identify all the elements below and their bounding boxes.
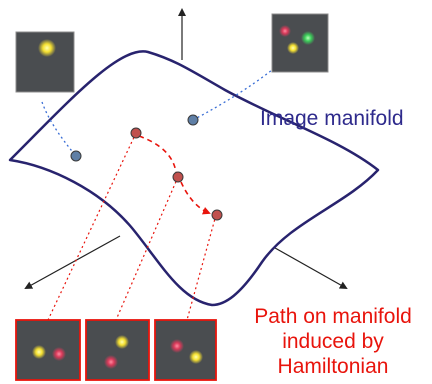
manifold-surface	[8, 50, 380, 307]
hamiltonian-path-arrow	[180, 181, 211, 215]
path-label-line-2: induced by	[282, 330, 384, 353]
red-blob	[52, 347, 66, 361]
red-blob	[104, 355, 118, 369]
right-axis	[267, 243, 348, 289]
path-description: Path on manifold induced by Hamiltonian	[236, 304, 430, 379]
red-connector-2	[115, 176, 179, 321]
path-label-line-1: Path on manifold	[254, 305, 412, 328]
image-manifold-label: Image manifold	[260, 107, 404, 130]
blue-connector-right	[192, 69, 273, 121]
thumbnail-bottom-2	[85, 319, 150, 381]
thumbnail-top-left	[15, 31, 75, 93]
green-blob	[301, 31, 315, 45]
red-blob	[279, 25, 291, 37]
path-label-line-3: Hamiltonian	[277, 355, 389, 378]
yellow-blob	[189, 350, 203, 364]
manifold-point-red-1	[130, 127, 142, 139]
manifold-point-blue-right	[187, 114, 199, 126]
yellow-blob	[115, 335, 129, 349]
yellow-blob	[287, 42, 299, 54]
hamiltonian-path	[138, 135, 177, 173]
thumbnail-bottom-1	[15, 319, 81, 381]
red-connector-3	[186, 214, 217, 321]
thumbnail-bottom-3	[154, 319, 217, 381]
manifold-point-red-3	[211, 209, 223, 221]
manifold-point-blue-left	[70, 150, 82, 162]
thumbnail-top-right	[271, 13, 329, 73]
yellow-blob	[32, 345, 46, 359]
manifold-point-red-2	[172, 171, 184, 183]
yellow-blob	[38, 39, 56, 57]
left-axis	[24, 235, 121, 289]
red-blob	[170, 339, 184, 353]
